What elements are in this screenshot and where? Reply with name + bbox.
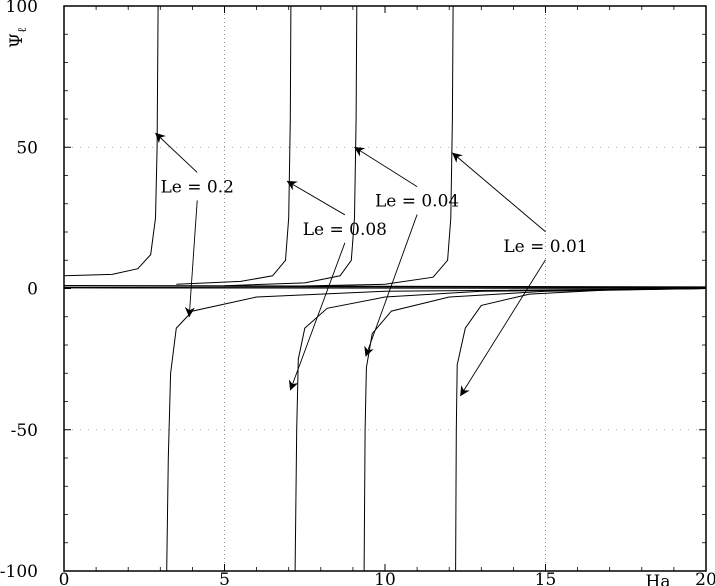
annotation-arrow <box>184 200 198 318</box>
y-tick-label: 0 <box>27 280 38 300</box>
y-tick-label: 100 <box>6 0 38 17</box>
annotation-arrow <box>354 146 418 187</box>
series-line-0-lower <box>166 288 707 572</box>
x-tick-label: 5 <box>219 570 230 586</box>
annotation-arrow <box>288 242 346 391</box>
series-line-3-lower <box>455 288 707 572</box>
series-line-4-lower <box>63 287 707 289</box>
series-line-4-upper <box>63 285 707 288</box>
y-tick-label: 50 <box>16 138 38 158</box>
series-line-1-upper <box>176 5 292 285</box>
annotation-label-2: Le = 0.04 <box>375 192 459 212</box>
series-line-2-lower <box>363 288 707 572</box>
y-axis-label: Ψℓ <box>7 27 29 48</box>
annotation-arrow <box>452 152 546 233</box>
annotation-arrow <box>286 180 346 216</box>
y-axis-label-subscript: ℓ <box>15 27 29 33</box>
annotation-arrow <box>364 214 418 357</box>
annotation-arrow <box>155 132 198 173</box>
x-tick-label: 20 <box>695 570 715 586</box>
x-axis-label: Ha <box>646 572 671 586</box>
series-layer <box>63 5 707 572</box>
annotation-label-3: Le = 0.01 <box>503 237 587 257</box>
annotation-layer: Le = 0.2 Le = 0.08 Le = 0.04 Le = 0.01 <box>155 132 588 397</box>
x-tick-label: 10 <box>374 570 396 586</box>
y-axis-label-main: Ψ <box>7 33 27 48</box>
y-tick-label: -100 <box>0 562 38 582</box>
series-line-2-upper <box>224 5 358 287</box>
annotation-arrow <box>460 259 546 397</box>
annotation-label-0: Le = 0.2 <box>160 177 233 197</box>
series-line-1-lower <box>294 288 707 572</box>
x-tick-label: 15 <box>535 570 557 586</box>
series-line-3-upper <box>288 5 454 287</box>
annotation-label-1: Le = 0.08 <box>303 220 387 240</box>
x-tick-label: 0 <box>59 570 70 586</box>
y-tick-label: -50 <box>11 421 38 441</box>
series-line-0-upper <box>63 5 159 277</box>
